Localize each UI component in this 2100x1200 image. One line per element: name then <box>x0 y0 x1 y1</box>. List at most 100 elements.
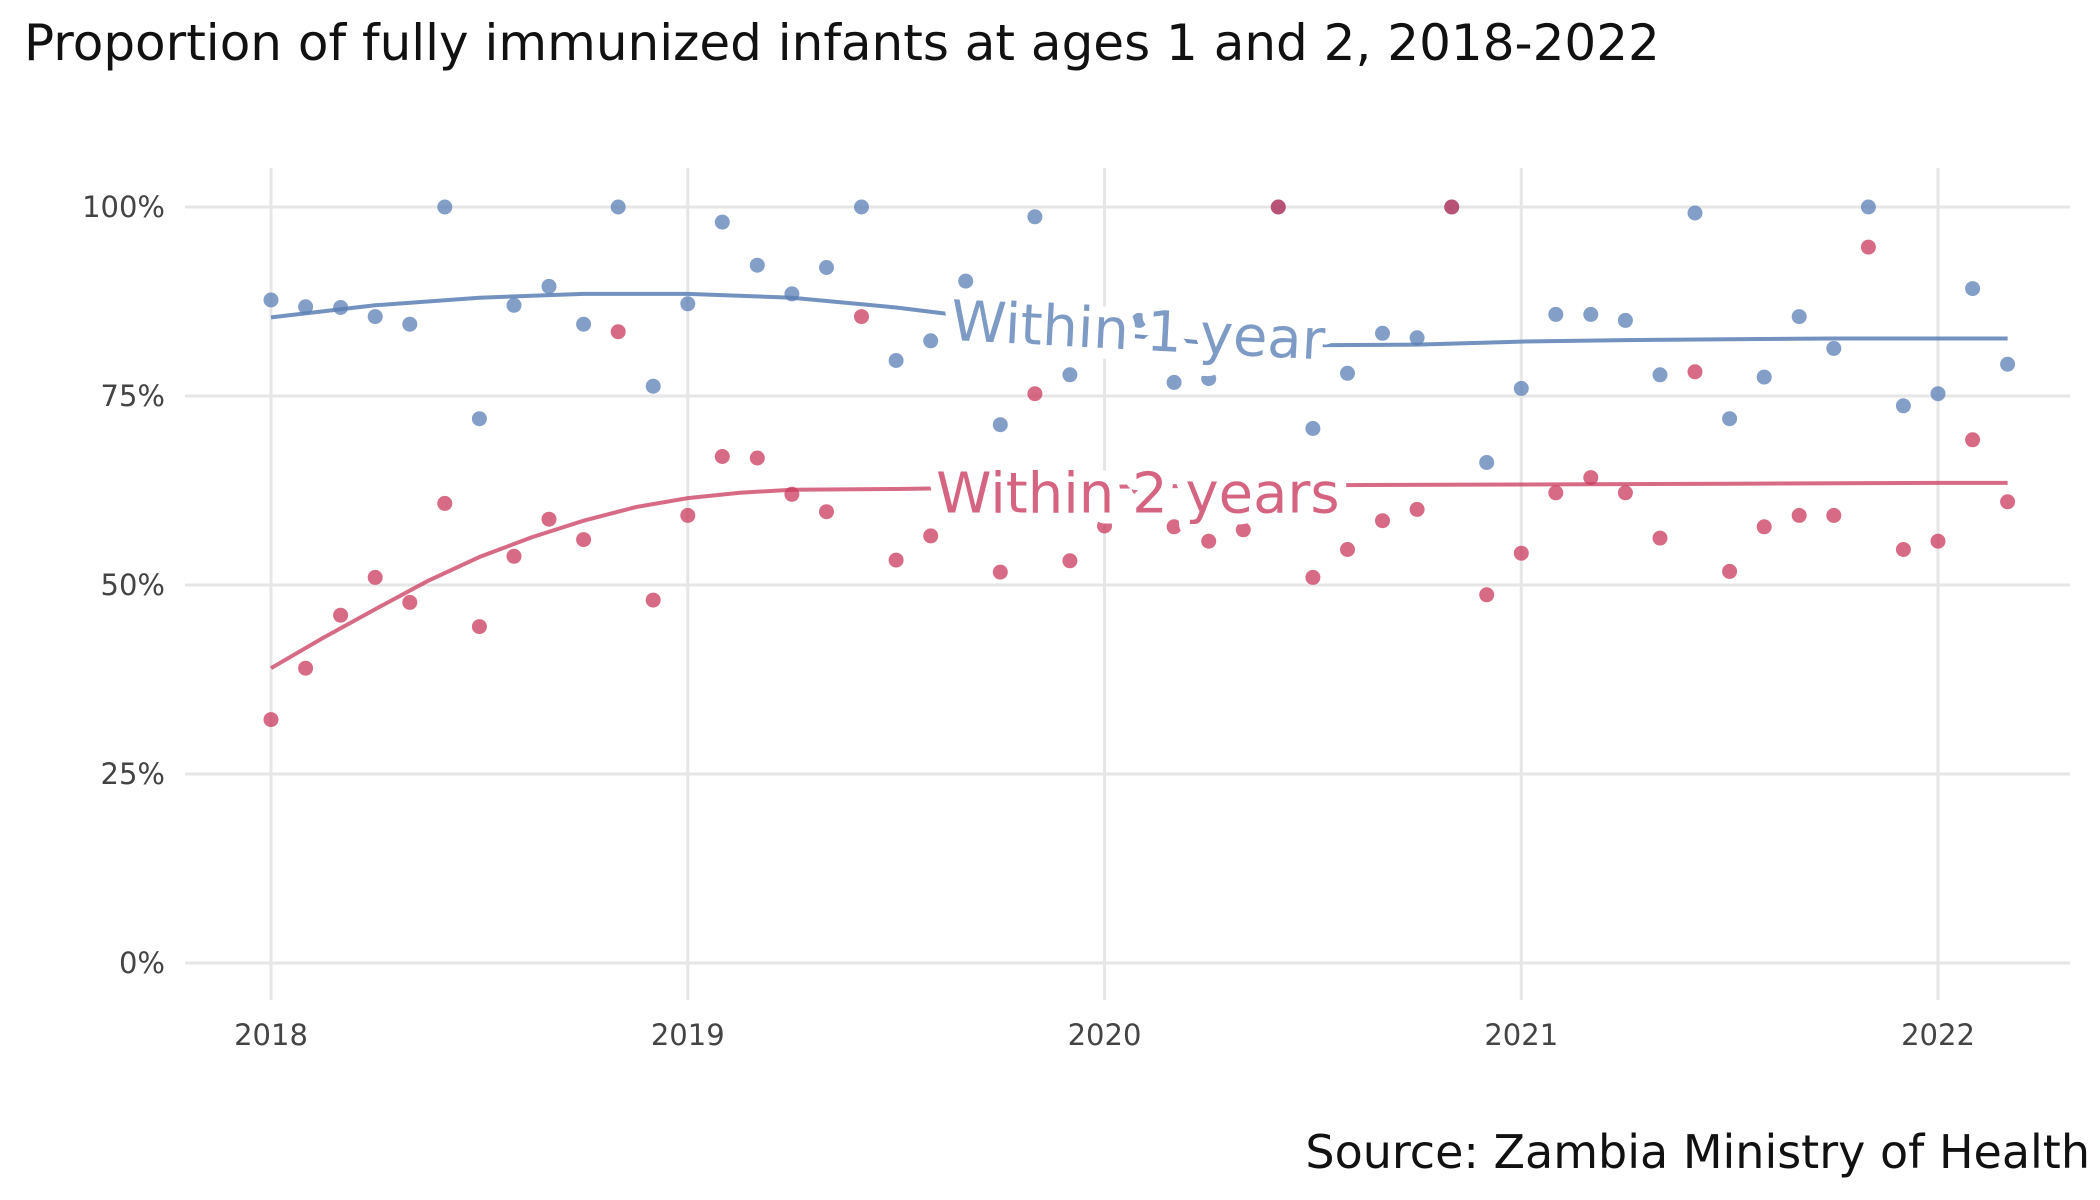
data-point <box>402 595 417 610</box>
data-point <box>923 528 938 543</box>
data-point <box>542 279 557 294</box>
data-point <box>1410 330 1425 345</box>
data-point <box>854 200 869 215</box>
data-point <box>646 593 661 608</box>
x-tick-label: 2022 <box>1901 1018 1975 1052</box>
data-point <box>1062 553 1077 568</box>
data-point <box>611 324 626 339</box>
data-point <box>680 508 695 523</box>
data-point <box>958 274 973 289</box>
x-tick-label: 2019 <box>651 1018 725 1052</box>
data-point <box>333 608 348 623</box>
data-point <box>1548 307 1563 322</box>
data-point <box>333 300 348 315</box>
data-point <box>1201 371 1216 386</box>
series-label: Within 2 years <box>936 461 1340 526</box>
data-point <box>1375 513 1390 528</box>
data-point <box>889 353 904 368</box>
series-label: Within 1 year <box>949 289 1327 374</box>
data-point <box>819 504 834 519</box>
y-tick-label: 75% <box>101 379 165 413</box>
data-point <box>819 260 834 275</box>
data-point <box>1375 326 1390 341</box>
data-point <box>923 333 938 348</box>
data-point <box>2000 357 2015 372</box>
data-point <box>1583 470 1598 485</box>
data-point <box>507 298 522 313</box>
data-point <box>1931 386 1946 401</box>
data-point <box>1653 531 1668 546</box>
data-point <box>1271 200 1286 215</box>
data-point <box>1062 367 1077 382</box>
data-point <box>1757 370 1772 385</box>
data-point <box>1653 367 1668 382</box>
data-point <box>1826 341 1841 356</box>
data-point <box>993 565 1008 580</box>
data-point <box>1444 200 1459 215</box>
data-point <box>1896 398 1911 413</box>
data-point <box>1305 421 1320 436</box>
data-point <box>1861 200 1876 215</box>
data-point <box>1722 411 1737 426</box>
data-point <box>1826 508 1841 523</box>
data-point <box>715 449 730 464</box>
data-point <box>1548 485 1563 500</box>
data-point <box>1027 386 1042 401</box>
data-point <box>368 570 383 585</box>
data-point <box>1965 432 1980 447</box>
data-point <box>646 379 661 394</box>
x-tick-label: 2021 <box>1484 1018 1558 1052</box>
data-point <box>298 299 313 314</box>
data-point <box>368 309 383 324</box>
data-point <box>1722 564 1737 579</box>
data-point <box>1931 534 1946 549</box>
data-point <box>1340 542 1355 557</box>
y-tick-label: 25% <box>101 757 165 791</box>
data-point <box>854 309 869 324</box>
data-point <box>1618 485 1633 500</box>
data-point <box>680 296 695 311</box>
x-tick-label: 2018 <box>234 1018 308 1052</box>
data-point <box>1896 542 1911 557</box>
data-point <box>1479 587 1494 602</box>
y-tick-label: 0% <box>119 946 165 980</box>
data-point <box>437 200 452 215</box>
data-point <box>1167 375 1182 390</box>
data-point <box>1514 381 1529 396</box>
data-point <box>437 496 452 511</box>
data-point <box>1027 209 1042 224</box>
data-point <box>1340 366 1355 381</box>
data-point <box>750 451 765 466</box>
data-point <box>507 549 522 564</box>
data-point <box>1688 364 1703 379</box>
data-point <box>1583 307 1598 322</box>
data-point <box>1965 281 1980 296</box>
data-point <box>750 258 765 273</box>
y-tick-label: 100% <box>82 190 165 224</box>
grid-lines <box>185 168 2070 1000</box>
data-point <box>1861 240 1876 255</box>
data-point <box>542 512 557 527</box>
data-point <box>889 553 904 568</box>
chart-caption: Source: Zambia Ministry of Health <box>1305 1125 2090 1179</box>
data-point <box>1618 313 1633 328</box>
data-point <box>1757 519 1772 534</box>
data-point <box>576 532 591 547</box>
data-point <box>472 411 487 426</box>
data-point <box>1410 502 1425 517</box>
data-point <box>1792 508 1807 523</box>
data-point <box>784 286 799 301</box>
data-point <box>264 293 279 308</box>
data-point <box>1792 309 1807 324</box>
data-point <box>472 619 487 634</box>
data-point <box>2000 494 2015 509</box>
data-point <box>784 487 799 502</box>
data-point <box>1201 534 1216 549</box>
data-point <box>402 317 417 332</box>
data-point <box>611 200 626 215</box>
x-tick-label: 2020 <box>1068 1018 1142 1052</box>
